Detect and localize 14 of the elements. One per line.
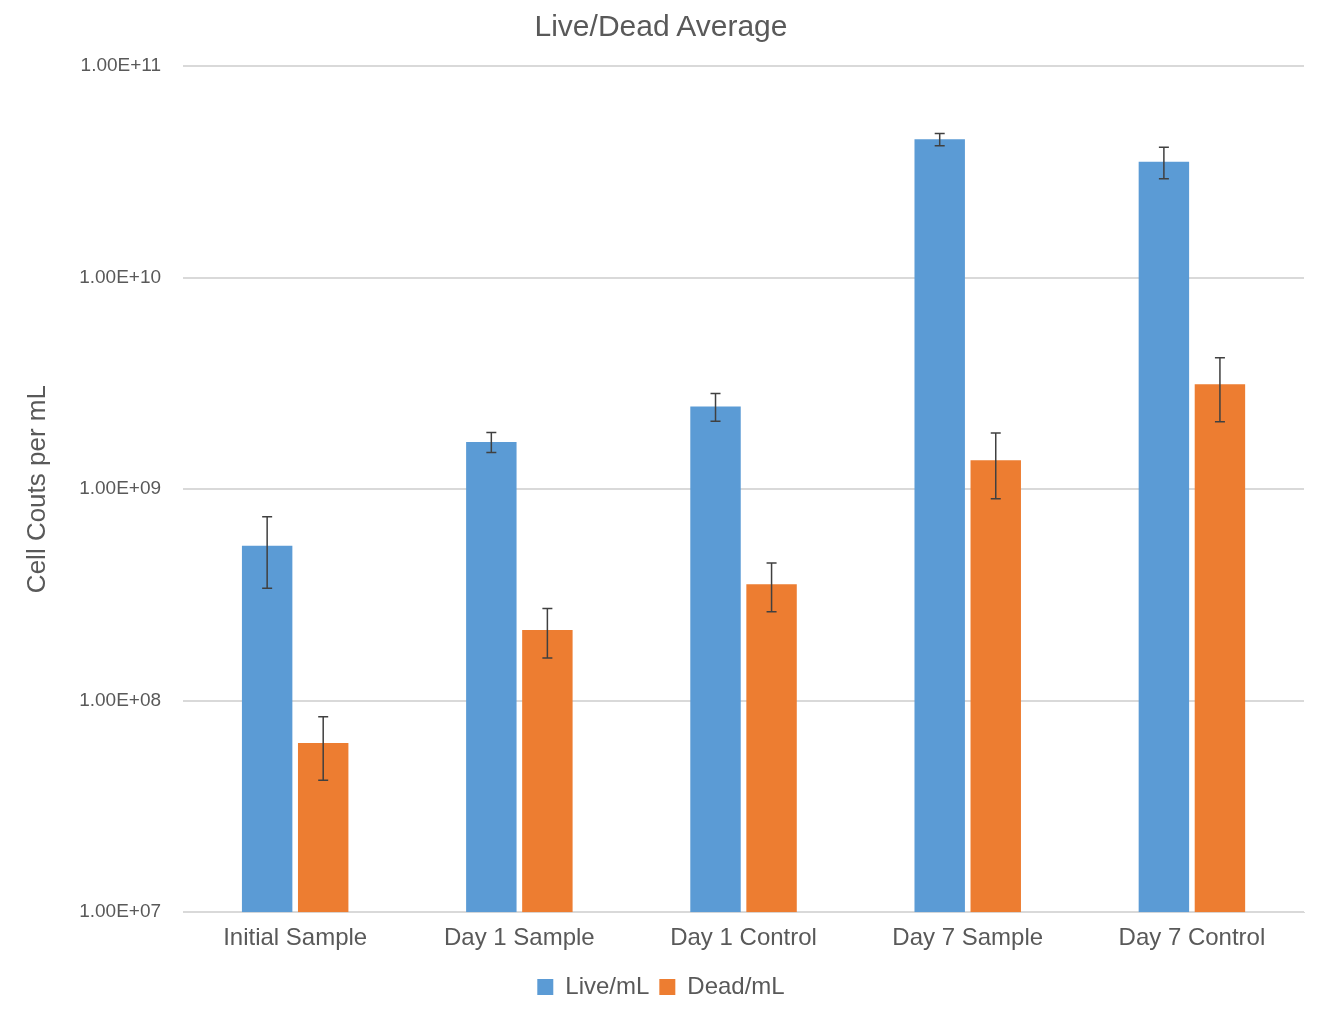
y-tick-label: 1.00E+08: [79, 688, 162, 710]
x-tick-label: Day 7 Sample: [892, 923, 1044, 951]
x-tick-label: Initial Sample: [223, 923, 368, 951]
y-tick-label: 1.00E+07: [79, 900, 162, 922]
chart-title: Live/Dead Average: [534, 9, 788, 43]
y-tick-label: 1.00E+09: [79, 477, 162, 499]
x-tick-label: Day 1 Control: [670, 923, 817, 951]
legend-label: Live/mL: [565, 971, 650, 999]
y-tick-label: 1.00E+11: [80, 54, 162, 76]
y-axis-title: Cell Couts per mL: [20, 385, 51, 594]
x-tick-label: Day 7 Control: [1118, 923, 1266, 951]
y-tick-label: 1.00E+10: [79, 265, 162, 287]
legend-label: Dead/mL: [687, 971, 785, 999]
x-tick-label: Day 1 Sample: [443, 923, 595, 951]
